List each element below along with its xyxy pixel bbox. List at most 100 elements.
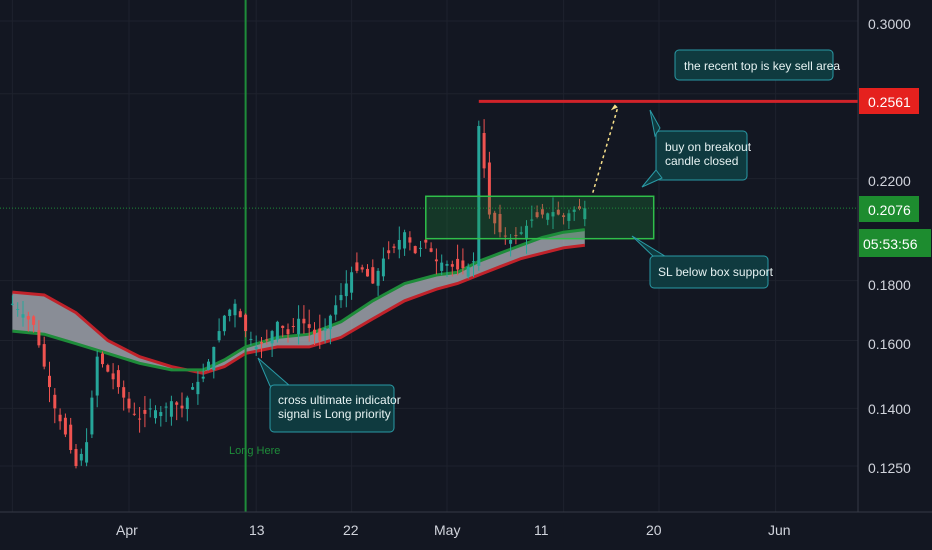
candle-body xyxy=(472,261,475,263)
candle-body xyxy=(572,209,576,212)
time-tick-label: Jun xyxy=(768,522,791,538)
candle-body xyxy=(381,258,385,277)
candles-layer xyxy=(10,119,587,469)
top-note-box xyxy=(674,49,834,81)
candle-body xyxy=(101,353,104,365)
candle-body xyxy=(275,321,279,340)
candle-body xyxy=(260,342,263,344)
candle-body xyxy=(578,206,581,209)
candle-body xyxy=(461,260,465,269)
candle-body xyxy=(392,246,396,248)
time-tick-label: 11 xyxy=(534,522,549,538)
time-tick-label: 20 xyxy=(646,522,662,538)
candle-body xyxy=(530,219,534,221)
resistance-price-label: 0.2561 xyxy=(868,94,911,110)
time-tick-label: 22 xyxy=(343,522,359,538)
candle-body xyxy=(90,397,94,435)
candle-body xyxy=(286,329,290,335)
price-tick-label: 0.2200 xyxy=(868,173,911,189)
price-tick-label: 0.1250 xyxy=(868,460,911,476)
candle-body xyxy=(164,406,168,408)
candle-body xyxy=(217,331,221,341)
candle-body xyxy=(318,328,322,341)
candle-body xyxy=(16,308,20,310)
top-note-callout[interactable]: the recent top is key sell area xyxy=(674,49,840,81)
breakout-note-line: candle closed xyxy=(665,154,738,168)
top-note-text: the recent top is key sell area xyxy=(684,59,840,73)
candle-body xyxy=(291,326,295,328)
candle-body xyxy=(196,381,200,395)
breakout-box xyxy=(425,195,655,240)
candle-body xyxy=(424,239,428,243)
signal-note-line: signal is Long priority xyxy=(278,407,391,421)
candle-body xyxy=(540,209,544,215)
overlay-lines xyxy=(0,99,858,209)
candle-body xyxy=(413,246,417,254)
candle-body xyxy=(503,235,507,237)
candle-body xyxy=(53,394,57,409)
candle-body xyxy=(138,418,142,420)
candle-body xyxy=(419,247,422,249)
candle-body xyxy=(132,413,136,415)
candle-body xyxy=(440,262,444,271)
candle-body xyxy=(254,346,258,350)
candle-body xyxy=(122,387,126,398)
candle-body xyxy=(111,373,115,380)
candle-body xyxy=(355,262,359,271)
candle-body xyxy=(42,344,46,367)
candle-body xyxy=(403,232,407,249)
breakout-note-callout[interactable]: buy on breakout candle closed xyxy=(641,109,752,188)
candle-body xyxy=(307,324,311,328)
breakout-arrow-line xyxy=(592,107,619,193)
candle-body xyxy=(371,267,375,284)
candle-body xyxy=(85,442,89,463)
candle-body xyxy=(249,338,253,340)
signal-note-line: cross ultimate indicator xyxy=(278,393,401,407)
candle-body xyxy=(63,417,67,435)
candle-body xyxy=(212,346,216,371)
candle-body xyxy=(339,294,343,301)
candle-body xyxy=(222,315,226,332)
candle-body xyxy=(514,235,518,237)
candle-body xyxy=(207,361,210,371)
candle-body xyxy=(201,376,205,379)
candle-body xyxy=(466,266,470,277)
candle-body xyxy=(281,325,285,328)
candle-body xyxy=(350,272,354,293)
signal-note-callout[interactable]: cross ultimate indicator signal is Long … xyxy=(257,357,401,433)
candle-body xyxy=(191,387,195,390)
candle-body xyxy=(408,237,412,243)
candle-body xyxy=(366,268,369,277)
candle-body xyxy=(58,414,62,422)
candle-body xyxy=(74,449,78,466)
sl-note-callout[interactable]: SL below box support xyxy=(631,235,774,289)
countdown-label: 05:53:56 xyxy=(863,236,918,252)
resistance-price-badge xyxy=(859,88,919,114)
candle-body xyxy=(159,412,163,417)
candle-body xyxy=(429,248,433,252)
candle-body xyxy=(238,311,242,318)
candle-body xyxy=(185,397,189,410)
candle-body xyxy=(302,318,306,324)
candle-body xyxy=(487,162,491,215)
candle-body xyxy=(456,258,460,270)
candle-body xyxy=(37,330,41,346)
last-price-badge xyxy=(859,196,919,222)
candle-body xyxy=(535,212,539,218)
candle-body xyxy=(26,316,30,320)
candle-body xyxy=(376,270,380,286)
candle-body xyxy=(228,309,232,316)
candle-body xyxy=(148,408,152,410)
candle-body xyxy=(143,409,147,414)
candle-body xyxy=(509,239,513,244)
candle-body xyxy=(387,250,391,254)
candle-body xyxy=(583,208,587,220)
price-tick-label: 0.1400 xyxy=(868,401,911,417)
sl-note-box xyxy=(649,255,769,289)
candle-body xyxy=(344,283,348,297)
candle-body xyxy=(360,267,364,270)
candle-body xyxy=(551,212,555,217)
candle-body xyxy=(95,356,99,396)
